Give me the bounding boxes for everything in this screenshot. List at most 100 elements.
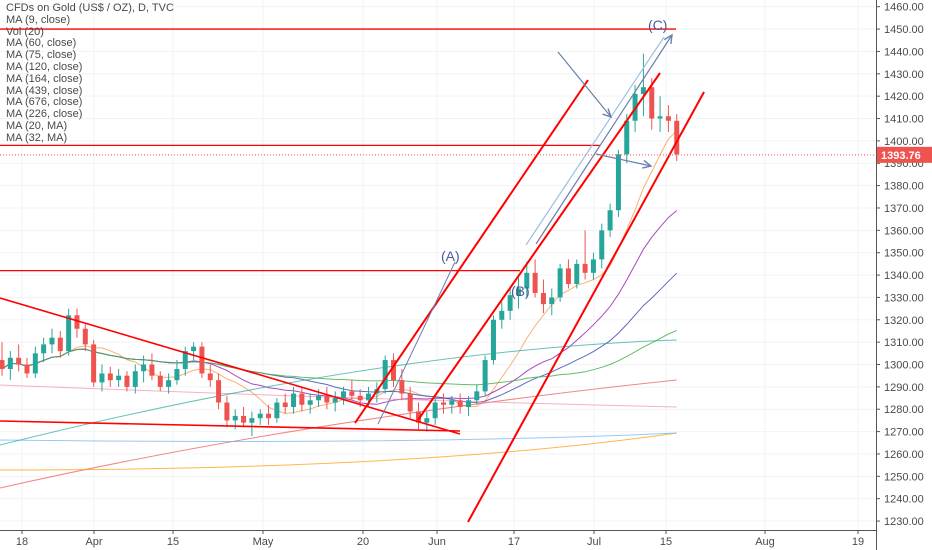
candle-body — [640, 87, 646, 94]
candle-body — [16, 357, 22, 365]
candle-body — [391, 360, 397, 381]
candle — [24, 357, 30, 378]
candle — [299, 386, 305, 412]
legend-item[interactable]: MA (60, close) — [6, 37, 77, 50]
price-tick-label: 1260.00 — [884, 449, 924, 461]
candle-body — [49, 337, 55, 345]
moving-average-line — [1, 329, 677, 386]
time-tick-label: Aug — [755, 536, 775, 548]
candle-body — [449, 400, 455, 405]
candle-body — [282, 402, 288, 408]
moving-average-line — [0, 379, 677, 489]
candle — [499, 301, 505, 329]
candle-body — [590, 259, 596, 273]
legend-item[interactable]: MA (226, close) — [6, 108, 83, 121]
price-axis-background — [876, 0, 932, 550]
time-tick-label: Jul — [587, 536, 601, 548]
price-tick-label: 1340.00 — [884, 270, 924, 282]
candle-body — [199, 346, 205, 374]
candle-body — [182, 351, 188, 369]
projection-line — [525, 36, 665, 246]
candle — [465, 395, 471, 416]
time-tick-label: 15 — [660, 536, 672, 548]
candle-body — [32, 353, 38, 374]
legend-item[interactable]: MA (32, MA) — [6, 131, 68, 144]
candle-body — [299, 393, 305, 405]
candle — [449, 395, 455, 414]
wave-label: (B) — [511, 283, 530, 299]
arrow-head — [642, 159, 653, 169]
candle-body — [116, 375, 122, 381]
candle — [457, 393, 463, 414]
candle-body — [224, 402, 230, 421]
candle — [391, 353, 397, 387]
candle-body — [549, 297, 555, 305]
legend-item[interactable]: MA (75, close) — [6, 49, 77, 62]
candle — [640, 53, 646, 117]
candle — [649, 78, 655, 130]
candle — [341, 386, 347, 405]
candle — [166, 373, 172, 394]
candle — [216, 373, 222, 410]
legend-item[interactable]: MA (120, close) — [6, 60, 83, 73]
price-tick-label: 1270.00 — [884, 427, 924, 439]
projection-line — [535, 34, 673, 245]
last-price-badge — [877, 146, 932, 163]
candle-body — [99, 373, 105, 383]
wave-label: (A) — [441, 248, 460, 264]
candle — [574, 259, 580, 289]
time-tick-label: 15 — [167, 536, 179, 548]
legend-item[interactable]: MA (439, close) — [6, 84, 83, 97]
price-axis[interactable]: 1230.00 1240.00 1250.00 1260.00 1270.00 1280.… — [876, 0, 932, 550]
candle — [565, 259, 571, 289]
wave-labels: (A) (B) (C) — [441, 17, 667, 299]
candle-body — [74, 315, 80, 329]
price-tick-label: 1330.00 — [884, 292, 924, 304]
legend-item[interactable]: MA (9, close) — [6, 13, 71, 26]
candle — [124, 371, 130, 392]
candle — [582, 230, 588, 280]
time-tick-label: Jun — [428, 536, 446, 548]
candle — [32, 346, 38, 378]
price-tick-label: 1440.00 — [884, 46, 924, 58]
candle-body — [257, 413, 263, 419]
candle — [332, 391, 338, 412]
price-tick-label: 1450.00 — [884, 24, 924, 36]
candle-body — [316, 395, 322, 401]
legend-item[interactable]: MA (164, close) — [6, 72, 83, 85]
legend-item[interactable]: MA (676, close) — [6, 96, 83, 109]
candle — [149, 353, 155, 381]
channel-upper-line — [354, 79, 589, 424]
candle-body — [607, 210, 613, 231]
candle-body — [574, 263, 580, 285]
time-axis[interactable]: 18 Apr 15 May 20 Jun 17 Jul 15 Aug 19 — [0, 530, 876, 550]
candle-body — [507, 295, 513, 311]
candle — [207, 364, 213, 387]
moving-average-line — [0, 432, 677, 471]
candle — [665, 105, 671, 132]
candle — [191, 342, 197, 361]
legend-item[interactable]: Vol (20) — [6, 25, 44, 38]
price-tick-label: 1310.00 — [884, 337, 924, 349]
candle — [107, 366, 113, 387]
candle-body — [465, 400, 471, 408]
candle-body — [207, 373, 213, 381]
candle — [199, 342, 205, 378]
candles — [0, 53, 680, 437]
candle-body — [565, 268, 571, 285]
candle — [615, 149, 621, 217]
candle — [532, 259, 538, 298]
legend-item[interactable]: MA (20, MA) — [6, 119, 68, 132]
time-axis-background — [0, 530, 876, 550]
candle — [0, 342, 5, 376]
candle — [16, 344, 22, 372]
price-tick-label: 1380.00 — [884, 181, 924, 193]
wave-a-path-line — [377, 261, 456, 425]
price-tick-label: 1430.00 — [884, 69, 924, 81]
candle-body — [474, 391, 480, 401]
candle — [157, 371, 163, 392]
candle — [57, 330, 63, 358]
candle-body — [82, 328, 88, 345]
candle-body — [416, 411, 421, 423]
